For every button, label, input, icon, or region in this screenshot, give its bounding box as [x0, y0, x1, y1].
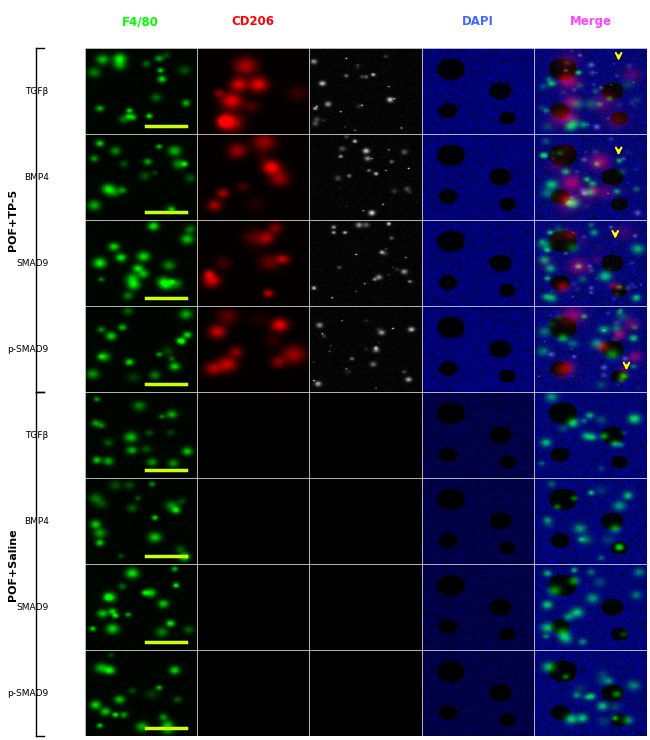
Text: POF+Saline: POF+Saline [8, 528, 18, 601]
Text: SMAD9: SMAD9 [16, 259, 49, 268]
Text: CD206: CD206 [231, 15, 275, 28]
Text: DAPI: DAPI [462, 15, 494, 28]
Text: SMAD9: SMAD9 [16, 603, 49, 612]
Text: p-SMAD9: p-SMAD9 [7, 689, 49, 698]
Text: BMP4: BMP4 [23, 172, 49, 181]
Text: POF+TP-5: POF+TP-5 [8, 189, 18, 251]
Text: F4/80: F4/80 [122, 15, 159, 28]
Text: TGFβ: TGFβ [25, 431, 49, 440]
Text: p-SMAD9: p-SMAD9 [7, 345, 49, 354]
Text: BMP4: BMP4 [23, 517, 49, 525]
Text: Merge: Merge [569, 15, 612, 28]
Text: TGFβ: TGFβ [25, 87, 49, 95]
Text: pathway protein: pathway protein [311, 15, 420, 28]
